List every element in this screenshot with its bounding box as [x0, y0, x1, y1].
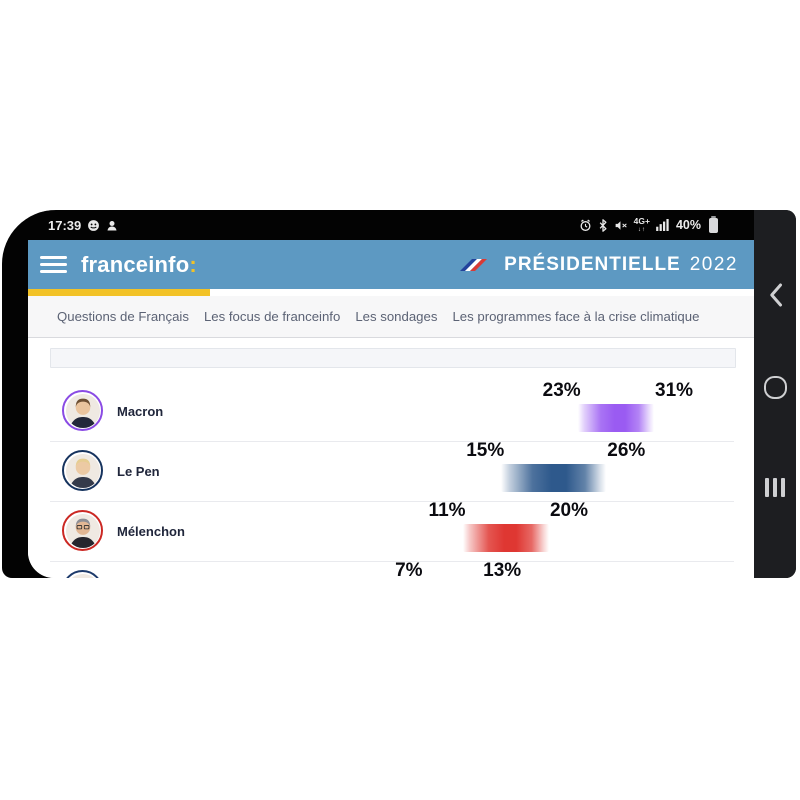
- logo-colon: :: [189, 251, 197, 277]
- banner-title: PRÉSIDENTIELLE: [504, 253, 681, 275]
- app-header: franceinfo: PRÉSIDENTIELLE 2022: [28, 240, 754, 289]
- back-button[interactable]: [754, 282, 796, 308]
- candidate-photo: [65, 393, 100, 428]
- poll-low-label: 11%: [428, 500, 466, 521]
- franceinfo-logo[interactable]: franceinfo:: [81, 252, 197, 278]
- android-nav-bar: [754, 210, 796, 578]
- panel-header-strip: [50, 348, 736, 368]
- candidate-avatar: [62, 450, 103, 491]
- poll-rows: Macron 23% 31% Le Pen 15% 26%: [28, 380, 754, 578]
- poll-range-bar: [463, 524, 549, 552]
- french-flag-icon: [460, 258, 488, 271]
- hamburger-menu-icon[interactable]: [40, 254, 67, 275]
- accent-row: [28, 289, 754, 296]
- poll-low-label: 23%: [542, 380, 581, 401]
- phone-screen: 17:39: [28, 210, 754, 578]
- accent-underline: [28, 289, 210, 296]
- presidentielle-banner[interactable]: PRÉSIDENTIELLE 2022: [459, 254, 738, 276]
- clock: 17:39: [48, 217, 82, 233]
- candidate-row[interactable]: Mélenchon 11% 20%: [28, 500, 754, 562]
- candidate-avatar: [62, 510, 103, 551]
- recents-button[interactable]: [754, 478, 796, 497]
- phone-frame: 17:39: [2, 210, 796, 578]
- smiley-icon: [88, 219, 100, 231]
- candidate-name: Macron: [117, 404, 164, 419]
- alarm-icon: [580, 219, 591, 231]
- recents-icon: [765, 478, 769, 497]
- poll-low-label: 15%: [466, 440, 505, 461]
- candidate-name: Mélenchon: [117, 524, 185, 539]
- candidate-photo: [65, 573, 100, 578]
- candidate-avatar: [62, 570, 103, 578]
- candidate-row[interactable]: Le Pen 15% 26%: [28, 440, 754, 502]
- network-4g-icon: 4G+ ↓↑: [633, 216, 650, 233]
- home-button[interactable]: [754, 376, 796, 399]
- poll-high-label: 13%: [483, 560, 522, 578]
- candidate-photo: [65, 453, 100, 488]
- poll-high-label: 26%: [607, 440, 646, 461]
- mute-icon: [615, 220, 627, 230]
- battery-percent: 40%: [675, 218, 701, 232]
- tab-les-programmes[interactable]: Les programmes face à la crise climatiqu…: [452, 309, 700, 324]
- candidate-name: Le Pen: [117, 464, 160, 479]
- logo-text: franceinfo: [81, 251, 190, 277]
- poll-range-bar: [501, 464, 607, 492]
- section-tabs: Questions de Français Les focus de franc…: [28, 296, 754, 338]
- candidate-row[interactable]: Macron 23% 31%: [28, 380, 754, 442]
- person-icon: [107, 220, 117, 230]
- poll-high-label: 31%: [655, 380, 694, 401]
- tab-les-focus[interactable]: Les focus de franceinfo: [203, 309, 341, 324]
- tab-les-sondages[interactable]: Les sondages: [355, 309, 438, 324]
- bluetooth-icon: [599, 218, 607, 232]
- poll-content: Macron 23% 31% Le Pen 15% 26%: [28, 338, 754, 578]
- status-bar: 17:39: [28, 210, 754, 240]
- candidate-row[interactable]: 7% 13%: [28, 560, 754, 578]
- back-chevron-icon: [769, 283, 782, 307]
- home-icon: [763, 376, 787, 399]
- tab-questions-de-francais[interactable]: Questions de Français: [57, 309, 189, 324]
- signal-icon: [656, 219, 669, 231]
- poll-low-label: 7%: [395, 560, 423, 578]
- poll-high-label: 20%: [549, 500, 589, 521]
- poll-range-bar: [577, 404, 655, 432]
- battery-icon: [709, 215, 718, 233]
- candidate-avatar: [62, 390, 103, 431]
- banner-year: 2022: [689, 253, 738, 275]
- candidate-photo: [65, 513, 100, 548]
